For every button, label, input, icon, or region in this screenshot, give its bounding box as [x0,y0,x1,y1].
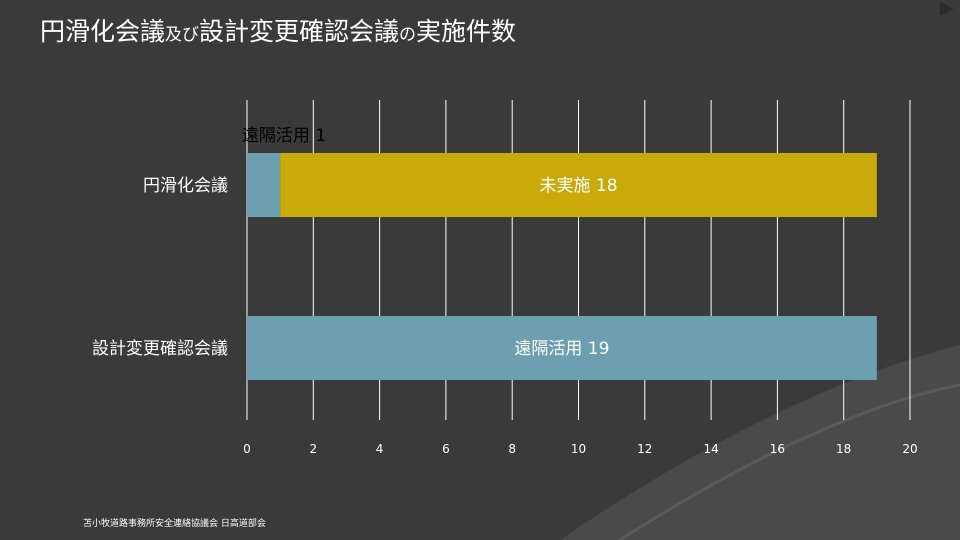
x-tick-label: 12 [637,442,652,456]
data-label: 未実施 18 [539,176,617,196]
footer-text: 苫小牧道路事務所安全連絡協議会 日高道部会 [83,519,266,529]
slide-title: 円滑化会議及び設計変更確認会議の実施件数 [40,12,516,48]
x-tick-label: 14 [703,442,718,456]
title-part: 及び [165,25,200,45]
title-part: の [399,25,417,45]
x-tick-label: 6 [442,442,450,456]
bar-remote [247,153,281,217]
data-label: 遠隔活用 1 [242,126,326,146]
corner-triangle-icon [940,2,954,16]
title-part: 円滑化会議 [40,17,166,46]
title-part: 設計変更確認会議 [199,17,400,46]
category-label: 円滑化会議 [143,176,228,196]
category-label: 設計変更確認会議 [92,339,228,359]
x-tick-label: 18 [836,442,851,456]
x-tick-label: 20 [902,442,917,456]
x-tick-label: 0 [243,442,251,456]
data-label: 遠隔活用 19 [514,339,609,359]
x-tick-label: 4 [376,442,384,456]
x-tick-label: 8 [508,442,516,456]
x-tick-label: 10 [571,442,586,456]
bar-not_held [280,153,877,217]
bar-remote [247,316,877,380]
title-part: 実施件数 [416,17,517,46]
x-tick-label: 16 [770,442,785,456]
x-tick-label: 2 [309,442,317,456]
